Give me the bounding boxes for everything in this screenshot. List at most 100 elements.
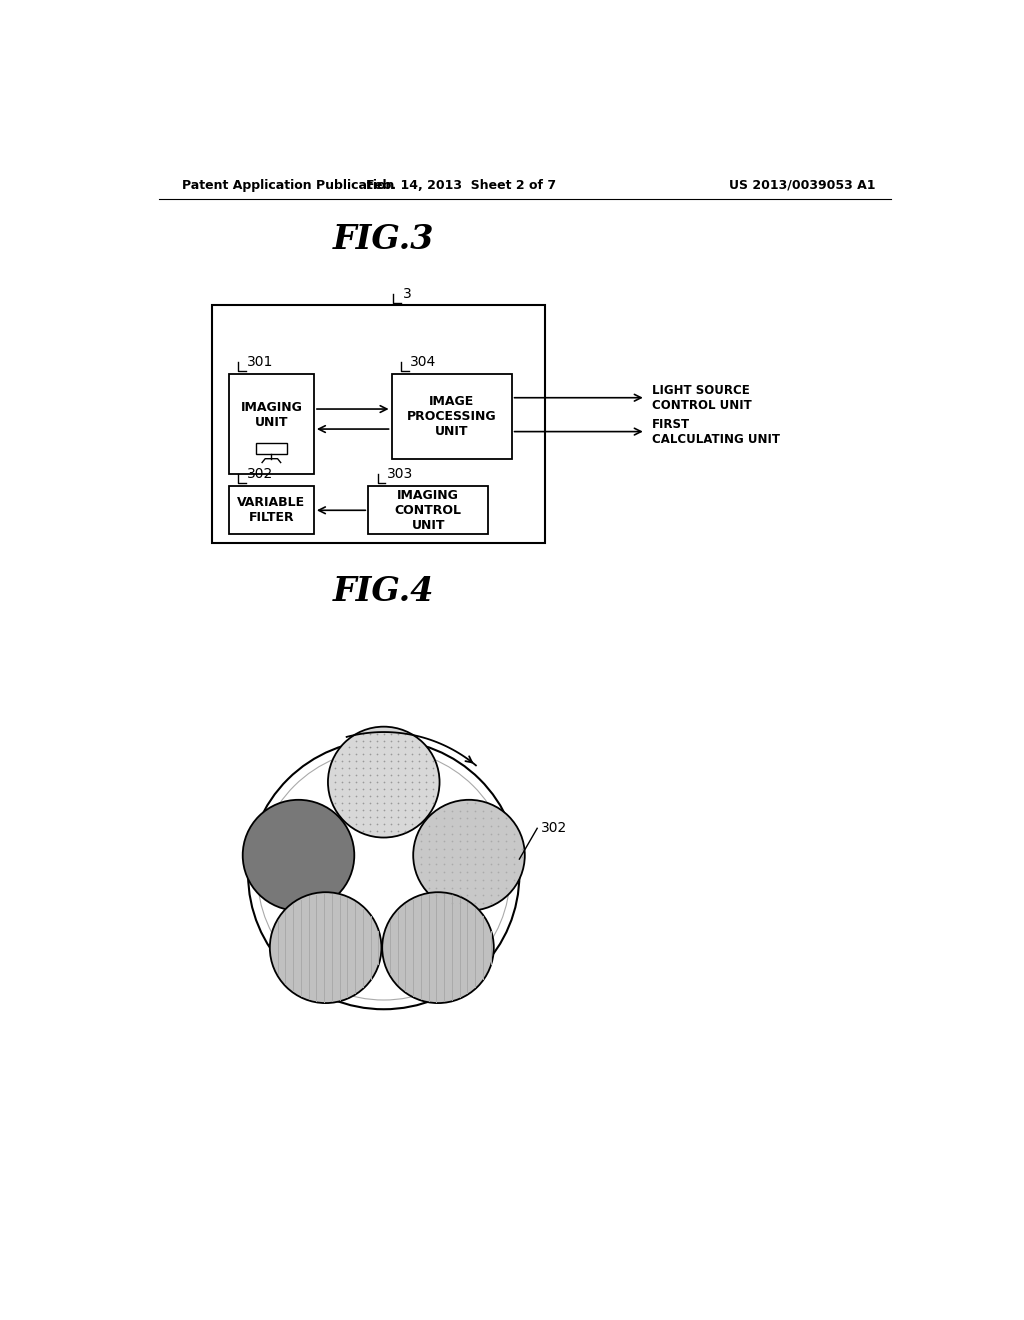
Point [421,854,437,875]
Point [482,862,499,883]
Point [354,751,371,772]
Point [428,846,444,867]
Point [452,824,468,845]
Point [396,764,413,785]
Point [436,862,453,883]
Point [369,730,385,751]
Point [443,884,460,906]
Point [436,824,453,845]
Point [443,838,460,859]
Point [475,830,492,851]
Point [443,808,460,829]
Point [498,808,514,829]
Point [348,737,365,758]
Point [354,785,371,807]
Point [396,737,413,758]
Point [482,838,499,859]
Point [411,779,427,800]
Point [424,785,440,807]
Point [389,800,406,821]
Point [475,808,492,829]
Point [389,730,406,751]
Point [361,737,378,758]
Point [475,800,492,821]
Point [376,771,392,792]
Point [369,779,385,800]
Point [396,751,413,772]
Point [389,751,406,772]
Point [334,800,350,821]
Point [428,830,444,851]
Point [396,758,413,779]
Point [418,758,434,779]
Point [459,892,475,913]
Point [348,807,365,828]
Point [376,800,392,821]
Point [443,862,460,883]
Point [348,813,365,834]
Text: LIGHT SOURCE
CONTROL UNIT: LIGHT SOURCE CONTROL UNIT [652,384,752,412]
Point [506,862,522,883]
Point [376,764,392,785]
Point [348,730,365,751]
Point [341,792,357,813]
Point [389,813,406,834]
Point [327,764,343,785]
Point [334,785,350,807]
Point [421,838,437,859]
Point [361,779,378,800]
Point [475,862,492,883]
Text: FIG.3: FIG.3 [333,223,434,256]
Point [424,779,440,800]
Point [459,870,475,891]
Point [482,808,499,829]
Point [354,758,371,779]
Point [467,846,483,867]
Point [482,870,499,891]
Point [383,737,399,758]
Point [452,808,468,829]
Point [428,862,444,883]
Point [459,830,475,851]
Point [413,824,429,845]
Circle shape [328,727,439,838]
Point [334,764,350,785]
Point [452,830,468,851]
Point [411,744,427,766]
Point [341,807,357,828]
Point [376,820,392,841]
Text: IMAGE
PROCESSING
UNIT: IMAGE PROCESSING UNIT [407,395,497,438]
Point [389,779,406,800]
Point [475,824,492,845]
Point [459,876,475,898]
Point [413,846,429,867]
Point [498,854,514,875]
Point [418,764,434,785]
Point [369,771,385,792]
Point [467,808,483,829]
Point [490,808,507,829]
Point [361,723,378,744]
Point [396,730,413,751]
Point [369,785,385,807]
Point [482,854,499,875]
Point [482,876,499,898]
Point [403,737,420,758]
Point [475,816,492,837]
Point [506,854,522,875]
Point [467,862,483,883]
Point [383,785,399,807]
Point [396,785,413,807]
Point [459,808,475,829]
Point [436,854,453,875]
Point [443,824,460,845]
Point [389,807,406,828]
Bar [256,444,287,454]
Point [354,723,371,744]
Point [376,723,392,744]
Point [482,824,499,845]
Point [411,785,427,807]
Point [482,800,499,821]
Point [482,884,499,906]
Point [361,764,378,785]
